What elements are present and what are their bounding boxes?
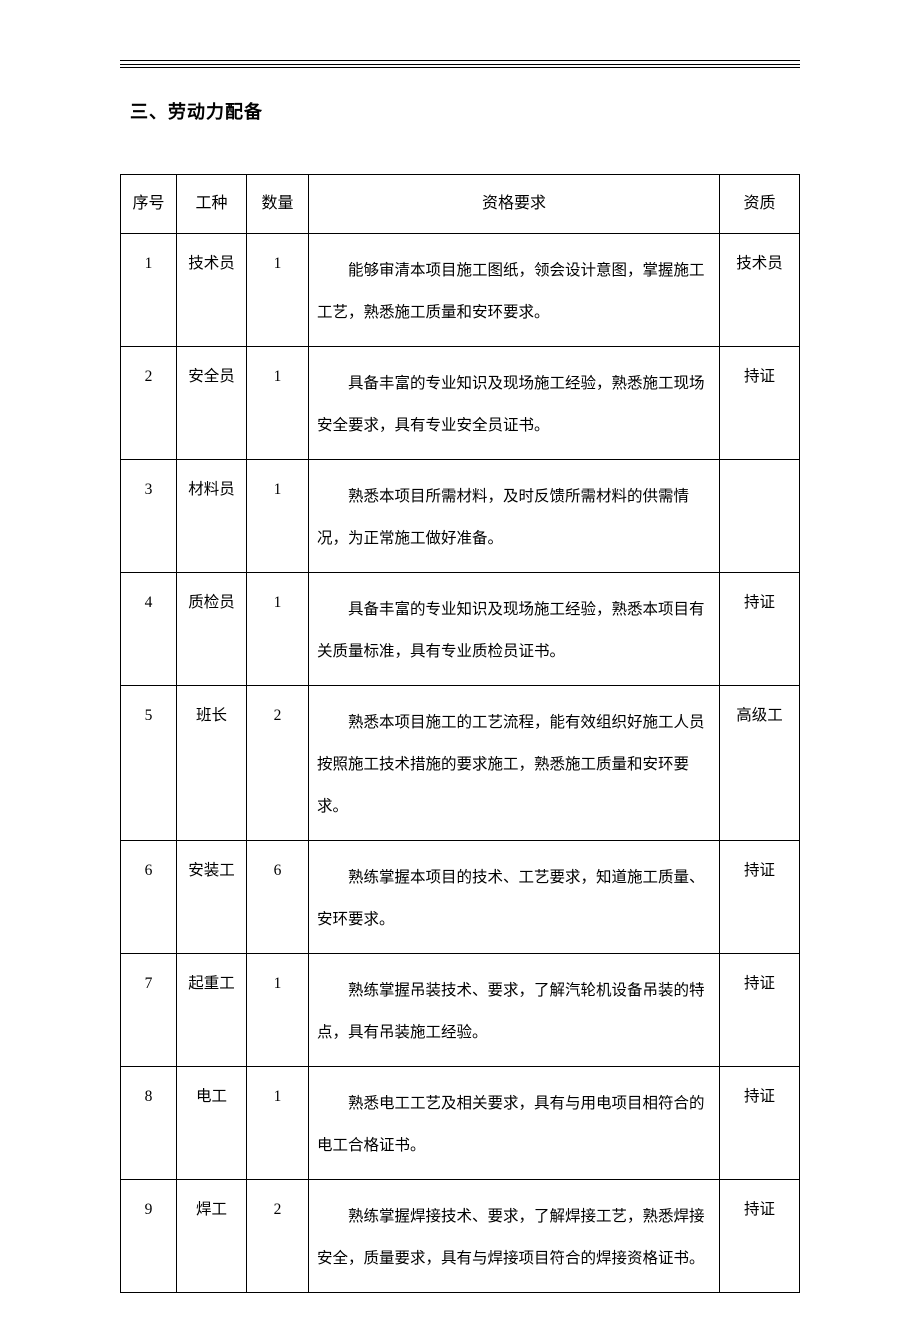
table-row: 4 质检员 1 具备丰富的专业知识及现场施工经验，熟悉本项目有关质量标准，具有专…: [121, 573, 800, 686]
cell-index: 8: [121, 1067, 177, 1180]
cell-role: 班长: [177, 686, 247, 841]
cell-cred: 持证: [720, 1180, 800, 1293]
cell-req: 熟悉本项目施工的工艺流程，能有效组织好施工人员按照施工技术措施的要求施工，熟悉施…: [309, 686, 720, 841]
table-row: 8 电工 1 熟悉电工工艺及相关要求，具有与用电项目相符合的电工合格证书。 持证: [121, 1067, 800, 1180]
table-body: 1 技术员 1 能够审清本项目施工图纸，领会设计意图，掌握施工工艺，熟悉施工质量…: [121, 234, 800, 1293]
cell-role: 质检员: [177, 573, 247, 686]
table-row: 5 班长 2 熟悉本项目施工的工艺流程，能有效组织好施工人员按照施工技术措施的要…: [121, 686, 800, 841]
cell-cred: 高级工: [720, 686, 800, 841]
cell-index: 1: [121, 234, 177, 347]
cell-index: 4: [121, 573, 177, 686]
cell-cred: [720, 460, 800, 573]
labor-table: 序号 工种 数量 资格要求 资质 1 技术员 1 能够审清本项目施工图纸，领会设…: [120, 174, 800, 1293]
cell-cred: 持证: [720, 347, 800, 460]
cell-req: 熟练掌握焊接技术、要求，了解焊接工艺，熟悉焊接安全，质量要求，具有与焊接项目符合…: [309, 1180, 720, 1293]
table-header-row: 序号 工种 数量 资格要求 资质: [121, 175, 800, 234]
cell-index: 2: [121, 347, 177, 460]
cell-qty: 1: [247, 460, 309, 573]
cell-role: 安装工: [177, 841, 247, 954]
col-header-req: 资格要求: [309, 175, 720, 234]
cell-role: 电工: [177, 1067, 247, 1180]
section-heading: 三、劳动力配备: [130, 98, 800, 124]
col-header-cred: 资质: [720, 175, 800, 234]
cell-req: 熟悉本项目所需材料，及时反馈所需材料的供需情况，为正常施工做好准备。: [309, 460, 720, 573]
cell-req: 熟悉电工工艺及相关要求，具有与用电项目相符合的电工合格证书。: [309, 1067, 720, 1180]
cell-index: 9: [121, 1180, 177, 1293]
cell-role: 安全员: [177, 347, 247, 460]
cell-qty: 1: [247, 347, 309, 460]
cell-qty: 2: [247, 686, 309, 841]
col-header-role: 工种: [177, 175, 247, 234]
cell-qty: 1: [247, 234, 309, 347]
cell-index: 7: [121, 954, 177, 1067]
cell-index: 6: [121, 841, 177, 954]
table-row: 2 安全员 1 具备丰富的专业知识及现场施工经验，熟悉施工现场安全要求，具有专业…: [121, 347, 800, 460]
cell-role: 焊工: [177, 1180, 247, 1293]
cell-role: 材料员: [177, 460, 247, 573]
cell-req: 熟练掌握吊装技术、要求，了解汽轮机设备吊装的特点，具有吊装施工经验。: [309, 954, 720, 1067]
table-row: 3 材料员 1 熟悉本项目所需材料，及时反馈所需材料的供需情况，为正常施工做好准…: [121, 460, 800, 573]
cell-qty: 1: [247, 954, 309, 1067]
cell-cred: 持证: [720, 573, 800, 686]
cell-qty: 1: [247, 1067, 309, 1180]
cell-req: 能够审清本项目施工图纸，领会设计意图，掌握施工工艺，熟悉施工质量和安环要求。: [309, 234, 720, 347]
cell-cred: 持证: [720, 954, 800, 1067]
cell-req: 熟练掌握本项目的技术、工艺要求，知道施工质量、安环要求。: [309, 841, 720, 954]
cell-qty: 2: [247, 1180, 309, 1293]
cell-role: 技术员: [177, 234, 247, 347]
header-rule: [120, 60, 800, 68]
col-header-qty: 数量: [247, 175, 309, 234]
cell-req: 具备丰富的专业知识及现场施工经验，熟悉本项目有关质量标准，具有专业质检员证书。: [309, 573, 720, 686]
cell-qty: 1: [247, 573, 309, 686]
cell-cred: 技术员: [720, 234, 800, 347]
cell-cred: 持证: [720, 1067, 800, 1180]
cell-index: 5: [121, 686, 177, 841]
table-row: 7 起重工 1 熟练掌握吊装技术、要求，了解汽轮机设备吊装的特点，具有吊装施工经…: [121, 954, 800, 1067]
table-row: 1 技术员 1 能够审清本项目施工图纸，领会设计意图，掌握施工工艺，熟悉施工质量…: [121, 234, 800, 347]
cell-qty: 6: [247, 841, 309, 954]
table-row: 6 安装工 6 熟练掌握本项目的技术、工艺要求，知道施工质量、安环要求。 持证: [121, 841, 800, 954]
cell-cred: 持证: [720, 841, 800, 954]
cell-role: 起重工: [177, 954, 247, 1067]
table-row: 9 焊工 2 熟练掌握焊接技术、要求，了解焊接工艺，熟悉焊接安全，质量要求，具有…: [121, 1180, 800, 1293]
document-page: 三、劳动力配备 序号 工种 数量 资格要求 资质 1 技术员 1 能够审清本项目…: [0, 0, 920, 1333]
cell-req: 具备丰富的专业知识及现场施工经验，熟悉施工现场安全要求，具有专业安全员证书。: [309, 347, 720, 460]
col-header-index: 序号: [121, 175, 177, 234]
cell-index: 3: [121, 460, 177, 573]
